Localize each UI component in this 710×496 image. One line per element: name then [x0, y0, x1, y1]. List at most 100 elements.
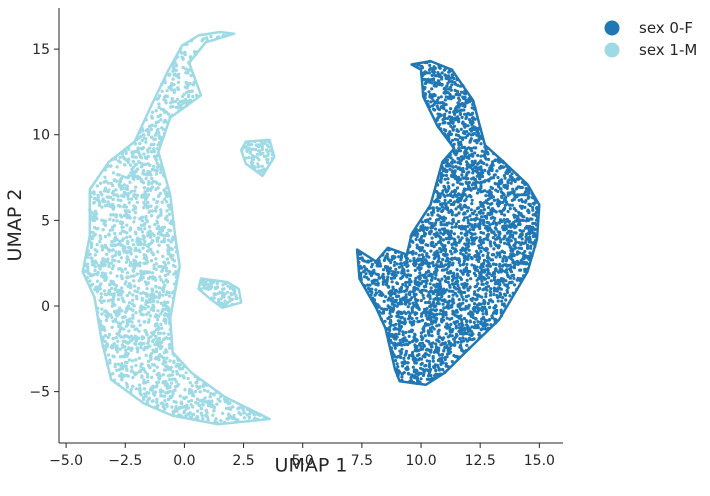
data-point [443, 117, 447, 121]
data-point [473, 290, 477, 294]
data-point [523, 249, 527, 254]
data-point [435, 324, 439, 328]
data-point [508, 294, 512, 298]
data-point [430, 93, 435, 97]
data-point [364, 272, 368, 276]
data-point [492, 241, 496, 245]
data-point [480, 275, 484, 279]
data-point [428, 289, 433, 293]
data-point [477, 256, 481, 260]
data-point [496, 189, 500, 193]
data-point [437, 107, 442, 112]
data-point [449, 304, 453, 308]
data-point [527, 218, 531, 222]
data-point [419, 362, 423, 366]
data-point [500, 299, 504, 303]
data-point [414, 237, 418, 242]
data-point [495, 289, 499, 293]
data-point [448, 110, 452, 114]
data-point [473, 186, 477, 190]
data-point [411, 301, 415, 305]
data-point [523, 200, 527, 204]
data-point [517, 210, 521, 214]
data-point [439, 95, 443, 99]
data-point [500, 212, 504, 216]
data-point [505, 271, 509, 275]
data-point [437, 256, 441, 260]
data-point [468, 270, 472, 274]
data-point [496, 270, 501, 274]
data-point [446, 306, 451, 310]
data-point [464, 295, 468, 299]
data-point [412, 262, 416, 266]
data-point [459, 90, 464, 94]
data-point [478, 211, 482, 215]
data-point [493, 181, 497, 186]
data-point [424, 322, 428, 326]
data-point [415, 243, 419, 247]
data-point [503, 206, 507, 210]
data-point [444, 313, 448, 317]
data-point [478, 236, 482, 240]
data-point [453, 225, 457, 229]
data-point [439, 223, 443, 227]
data-point [488, 305, 492, 309]
data-point [455, 276, 459, 280]
data-point [471, 228, 476, 232]
data-point [489, 293, 493, 297]
data-point [457, 96, 461, 100]
data-point [427, 274, 431, 278]
data-point [431, 300, 435, 304]
data-point [425, 279, 429, 283]
data-point [494, 255, 498, 259]
data-point [497, 233, 501, 237]
data-point [450, 299, 454, 303]
data-point [440, 294, 444, 299]
data-point [411, 365, 415, 369]
data-point [422, 288, 426, 292]
data-point [520, 237, 524, 241]
data-point [116, 339, 120, 343]
data-point [509, 181, 513, 185]
data-point [455, 268, 459, 272]
data-point [442, 184, 446, 188]
data-point [430, 236, 434, 240]
data-point [459, 196, 464, 200]
data-point [465, 209, 470, 213]
data-point [446, 91, 450, 95]
data-point [412, 338, 416, 342]
data-point [400, 347, 404, 351]
data-point [452, 175, 456, 179]
data-point [418, 277, 422, 281]
data-point [448, 193, 453, 198]
data-point [450, 83, 454, 87]
data-point [453, 190, 457, 194]
data-point [515, 259, 520, 263]
data-point [449, 202, 453, 207]
data-point [368, 283, 372, 287]
data-point [384, 265, 388, 269]
data-point [434, 369, 438, 373]
data-point [424, 81, 428, 85]
data-point [390, 333, 394, 337]
data-point [377, 264, 381, 268]
data-point [465, 101, 469, 105]
data-point [502, 218, 506, 222]
data-point [422, 233, 426, 237]
data-point [421, 226, 425, 230]
data-point [444, 109, 448, 113]
data-point [420, 291, 424, 295]
data-point [439, 308, 443, 313]
data-point [392, 263, 396, 267]
data-point [473, 166, 477, 170]
data-point [428, 217, 432, 221]
data-point [475, 249, 479, 253]
data-point [232, 413, 236, 418]
data-point [383, 319, 387, 323]
data-point [403, 298, 407, 302]
data-point [415, 376, 420, 380]
data-point [453, 170, 457, 174]
data-point [462, 145, 466, 150]
cluster-outline [355, 59, 541, 387]
data-point [481, 218, 485, 222]
